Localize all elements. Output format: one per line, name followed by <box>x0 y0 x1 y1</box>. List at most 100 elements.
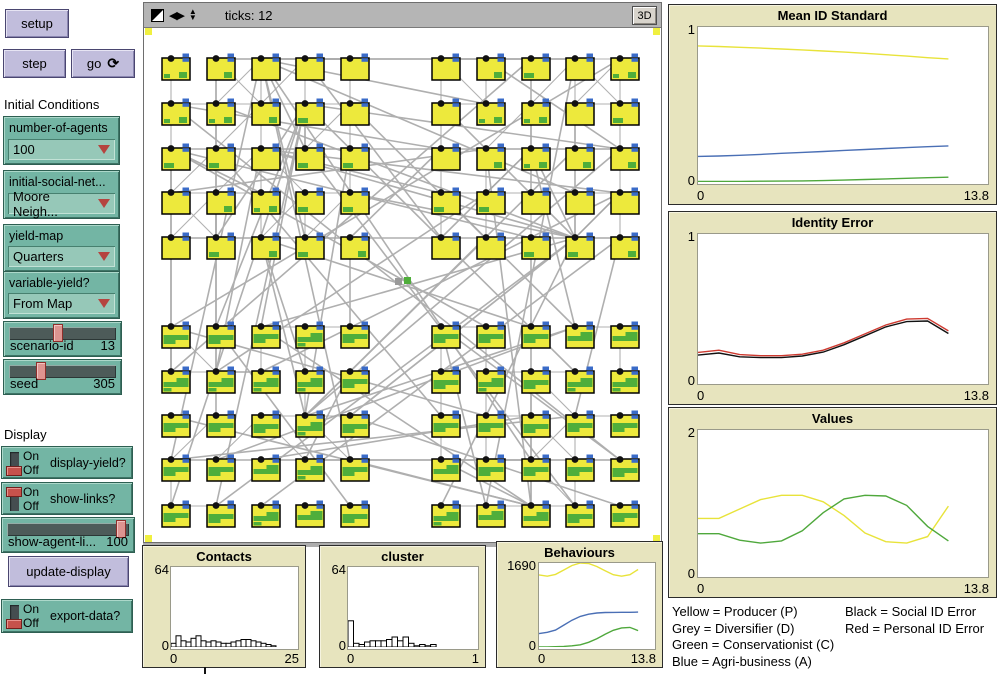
x-axis-max: 1 <box>471 651 479 666</box>
switch-slot <box>10 488 19 511</box>
initial-conditions-heading: Initial Conditions <box>4 97 100 112</box>
chooser-variable-yield[interactable]: variable-yield? From Map <box>3 271 120 319</box>
forever-loop-icon: ⟳ <box>107 55 120 71</box>
x-axis-max: 13.8 <box>963 581 989 596</box>
setup-button[interactable]: setup <box>5 9 69 38</box>
slider-track[interactable] <box>9 362 116 380</box>
step-button[interactable]: step <box>3 49 66 78</box>
go-button[interactable]: go ⟳ <box>71 49 135 78</box>
chevron-down-icon <box>98 252 110 261</box>
plot-mean-id-standard: Mean ID Standard 1 0 0 13.8 <box>668 4 997 205</box>
plot-area <box>347 566 479 650</box>
chooser-label: initial-social-net... <box>9 175 106 189</box>
slider-handle[interactable] <box>53 324 63 342</box>
switch-slot <box>10 452 19 475</box>
plot-area <box>538 562 656 650</box>
x-axis-min: 0 <box>538 651 546 666</box>
stray-mark <box>204 667 206 674</box>
plot-title: Contacts <box>196 549 252 564</box>
go-button-label: go <box>86 56 102 71</box>
plot-title: Identity Error <box>791 215 874 230</box>
slider-handle[interactable] <box>116 520 126 538</box>
switch-on-label: On <box>23 485 40 499</box>
switch-name: display-yield? <box>50 455 126 470</box>
switch-slot <box>10 605 19 628</box>
switch-off-label: Off <box>23 616 39 630</box>
chevron-down-icon <box>98 199 110 208</box>
switch-off-label: Off <box>23 463 39 477</box>
plot-behaviours: Behaviours 1690 0 0 13.8 <box>496 541 663 668</box>
chooser-label: number-of-agents <box>9 121 108 135</box>
x-axis-min: 0 <box>347 651 355 666</box>
y-axis-min: 0 <box>687 566 695 581</box>
chooser-value-box[interactable]: 100 <box>8 139 115 160</box>
y-axis-max: 1690 <box>507 558 536 573</box>
switch-off-label: Off <box>23 499 39 513</box>
plot-identity-error: Identity Error 1 0 0 13.8 <box>668 211 997 405</box>
chooser-value: From Map <box>13 296 73 311</box>
world-pan-vertical-icon[interactable]: ▲ ▼ <box>188 7 197 22</box>
step-button-label: step <box>22 56 47 71</box>
y-axis-max: 1 <box>687 229 695 244</box>
legend-error-colors: Black = Social ID Error Red = Personal I… <box>845 604 984 637</box>
switch-on-label: On <box>23 449 40 463</box>
slider-track[interactable] <box>9 324 116 342</box>
chooser-value: Quarters <box>13 249 64 264</box>
y-axis-min: 0 <box>528 638 536 653</box>
update-display-label: update-display <box>26 564 111 579</box>
plot-title: Behaviours <box>544 545 615 560</box>
slider-scenario-id[interactable]: scenario-id 13 <box>3 321 122 357</box>
chevron-down-icon <box>98 145 110 154</box>
switch-handle[interactable] <box>6 487 22 497</box>
slider-label: show-agent-li... <box>8 534 97 549</box>
switch-export-data[interactable]: On Off export-data? <box>1 599 133 633</box>
x-axis-min: 0 <box>170 651 178 666</box>
x-axis-max: 13.8 <box>963 388 989 403</box>
plot-values: Values 2 0 0 13.8 <box>668 407 997 598</box>
chooser-label: yield-map <box>9 229 64 243</box>
3d-button[interactable]: 3D <box>632 6 657 25</box>
switch-name: export-data? <box>50 609 121 623</box>
chooser-number-of-agents[interactable]: number-of-agents 100 <box>3 116 120 165</box>
world-header: ◀▶ ▲ ▼ ticks: 12 3D <box>144 3 661 28</box>
x-axis-max: 13.8 <box>963 188 989 203</box>
chooser-value-box[interactable]: Quarters <box>8 246 115 267</box>
y-axis-max: 64 <box>154 562 169 577</box>
world-pan-horizontal-icon[interactable]: ◀▶ <box>169 9 185 22</box>
slider-handle[interactable] <box>36 362 46 380</box>
x-axis-min: 0 <box>697 581 705 596</box>
slider-track[interactable] <box>7 520 129 538</box>
y-axis-min: 0 <box>687 373 695 388</box>
switch-show-links[interactable]: On Off show-links? <box>1 482 133 515</box>
plot-cluster: cluster 64 0 0 1 <box>319 545 486 668</box>
chooser-value-box[interactable]: Moore Neigh... <box>8 189 115 219</box>
legend-line: Green = Conservationist (C) <box>672 637 835 652</box>
world-canvas <box>145 28 660 542</box>
slider-seed[interactable]: seed 305 <box>3 359 122 395</box>
slider-value: 13 <box>100 338 115 353</box>
plot-title: Values <box>811 411 854 426</box>
switch-handle[interactable] <box>6 619 22 629</box>
chooser-value-box[interactable]: From Map <box>8 293 115 314</box>
switch-display-yield[interactable]: On Off display-yield? <box>1 446 133 479</box>
world-view-frame: ◀▶ ▲ ▼ ticks: 12 3D <box>143 2 662 543</box>
x-axis-max: 25 <box>284 651 299 666</box>
x-axis-min: 0 <box>697 188 705 203</box>
y-axis-max: 64 <box>331 562 346 577</box>
plot-title: cluster <box>381 549 424 564</box>
chooser-yield-map[interactable]: yield-map Quarters <box>3 224 120 272</box>
x-axis-max: 13.8 <box>630 651 656 666</box>
switch-handle[interactable] <box>6 466 22 476</box>
switch-on-label: On <box>23 602 40 616</box>
y-axis-min: 0 <box>338 638 346 653</box>
slider-label: seed <box>10 376 39 391</box>
chooser-initial-social-network[interactable]: initial-social-net... Moore Neigh... <box>3 170 120 219</box>
plot-title: Mean ID Standard <box>777 8 888 23</box>
setup-button-label: setup <box>21 16 53 31</box>
legend-line: Black = Social ID Error <box>845 604 977 619</box>
world-resize-icon[interactable] <box>151 8 164 22</box>
update-display-button[interactable]: update-display <box>8 556 129 587</box>
legend-line: Blue = Agri-business (A) <box>672 653 812 669</box>
y-axis-max: 1 <box>687 22 695 37</box>
slider-show-agent-links[interactable]: show-agent-li... 100 <box>1 517 135 553</box>
